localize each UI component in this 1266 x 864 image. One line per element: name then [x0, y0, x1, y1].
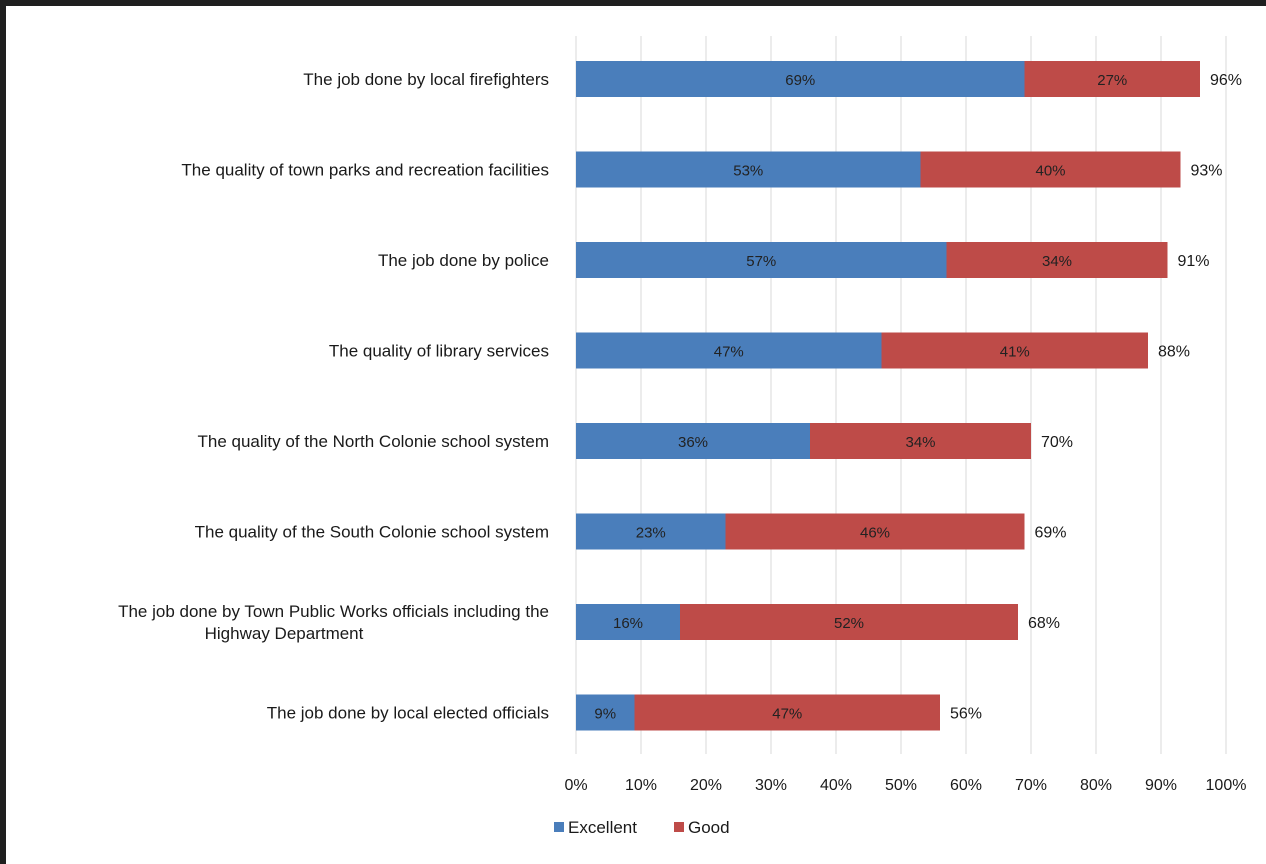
legend: Excellent Good [554, 818, 730, 837]
bar-value-label: 36% [678, 434, 708, 451]
x-tick-label: 30% [755, 777, 787, 794]
x-tick-label: 20% [690, 777, 722, 794]
bars: 69% 27% 96% 53% 40% 93% 57% 34% 91% 47% 41% 88% 36% 3… [576, 61, 1242, 731]
bar-good [810, 423, 1031, 459]
total-label: 88% [1158, 344, 1190, 361]
bar-value-label: 16% [613, 615, 643, 632]
bar-value-label: 34% [905, 434, 935, 451]
chart-frame: The job done by local firefighters The qu… [6, 6, 1266, 864]
bar-excellent [576, 242, 947, 278]
bar-good [725, 513, 1025, 550]
x-tick-label: 100% [1206, 777, 1247, 794]
total-label: 68% [1028, 615, 1060, 632]
bar-good [946, 242, 1168, 278]
legend-label-good: Good [688, 818, 730, 837]
bar-excellent [576, 423, 810, 459]
category-label: The quality of town parks and recreation… [181, 161, 549, 180]
x-tick-label: 10% [625, 777, 657, 794]
x-axis-ticks: 0% 10% 20% 30% 40% 50% 60% 70% 80% 90% 100% [564, 777, 1246, 794]
category-label: The job done by local elected officials [267, 704, 549, 723]
bar-value-label: 52% [834, 615, 864, 632]
bar-excellent [576, 61, 1025, 97]
bar-good [1024, 61, 1200, 97]
legend-swatch-excellent [554, 822, 564, 832]
bar-good [680, 604, 1018, 640]
bar-excellent [576, 694, 635, 731]
legend-label-excellent: Excellent [568, 818, 637, 837]
bar-excellent [576, 513, 726, 550]
bar-excellent [576, 604, 680, 640]
x-tick-label: 0% [564, 777, 587, 794]
legend-swatch-good [674, 822, 684, 832]
bar-value-label: 46% [860, 525, 890, 542]
total-label: 70% [1041, 434, 1073, 451]
category-label: The job done by Town Public Works offici… [118, 602, 549, 643]
gridlines [575, 36, 1227, 754]
x-tick-label: 60% [950, 777, 982, 794]
bar-good [920, 151, 1181, 188]
bar-value-label: 27% [1097, 72, 1127, 89]
total-label: 93% [1191, 163, 1223, 180]
bar-value-label: 69% [785, 72, 815, 89]
x-tick-label: 80% [1080, 777, 1112, 794]
bar-value-label: 40% [1035, 163, 1065, 180]
bar-value-label: 23% [636, 525, 666, 542]
total-label: 91% [1178, 253, 1210, 270]
bar-excellent [576, 151, 921, 188]
bar-excellent [576, 332, 882, 369]
bar-value-label: 41% [1000, 344, 1030, 361]
total-label: 56% [950, 706, 982, 723]
category-label: The job done by police [378, 251, 549, 270]
category-label: The quality of library services [329, 342, 549, 361]
bar-value-label: 47% [714, 344, 744, 361]
x-tick-label: 50% [885, 777, 917, 794]
total-label: 69% [1035, 525, 1067, 542]
category-label: The quality of the North Colonie school … [197, 432, 549, 451]
category-label: The quality of the South Colonie school … [195, 523, 549, 542]
x-tick-label: 70% [1015, 777, 1047, 794]
stacked-bar-chart: The job done by local firefighters The qu… [118, 36, 1246, 837]
x-tick-label: 40% [820, 777, 852, 794]
category-label: The job done by local firefighters [303, 70, 549, 89]
bar-value-label: 47% [772, 706, 802, 723]
bar-good [634, 694, 940, 731]
total-label: 96% [1210, 72, 1242, 89]
bar-value-label: 53% [733, 163, 763, 180]
bar-value-label: 57% [746, 253, 776, 270]
bar-value-label: 34% [1042, 253, 1072, 270]
x-tick-label: 90% [1145, 777, 1177, 794]
bar-value-label: 9% [594, 706, 616, 723]
category-labels: The job done by local firefighters The qu… [118, 70, 549, 723]
bar-good [881, 332, 1148, 369]
